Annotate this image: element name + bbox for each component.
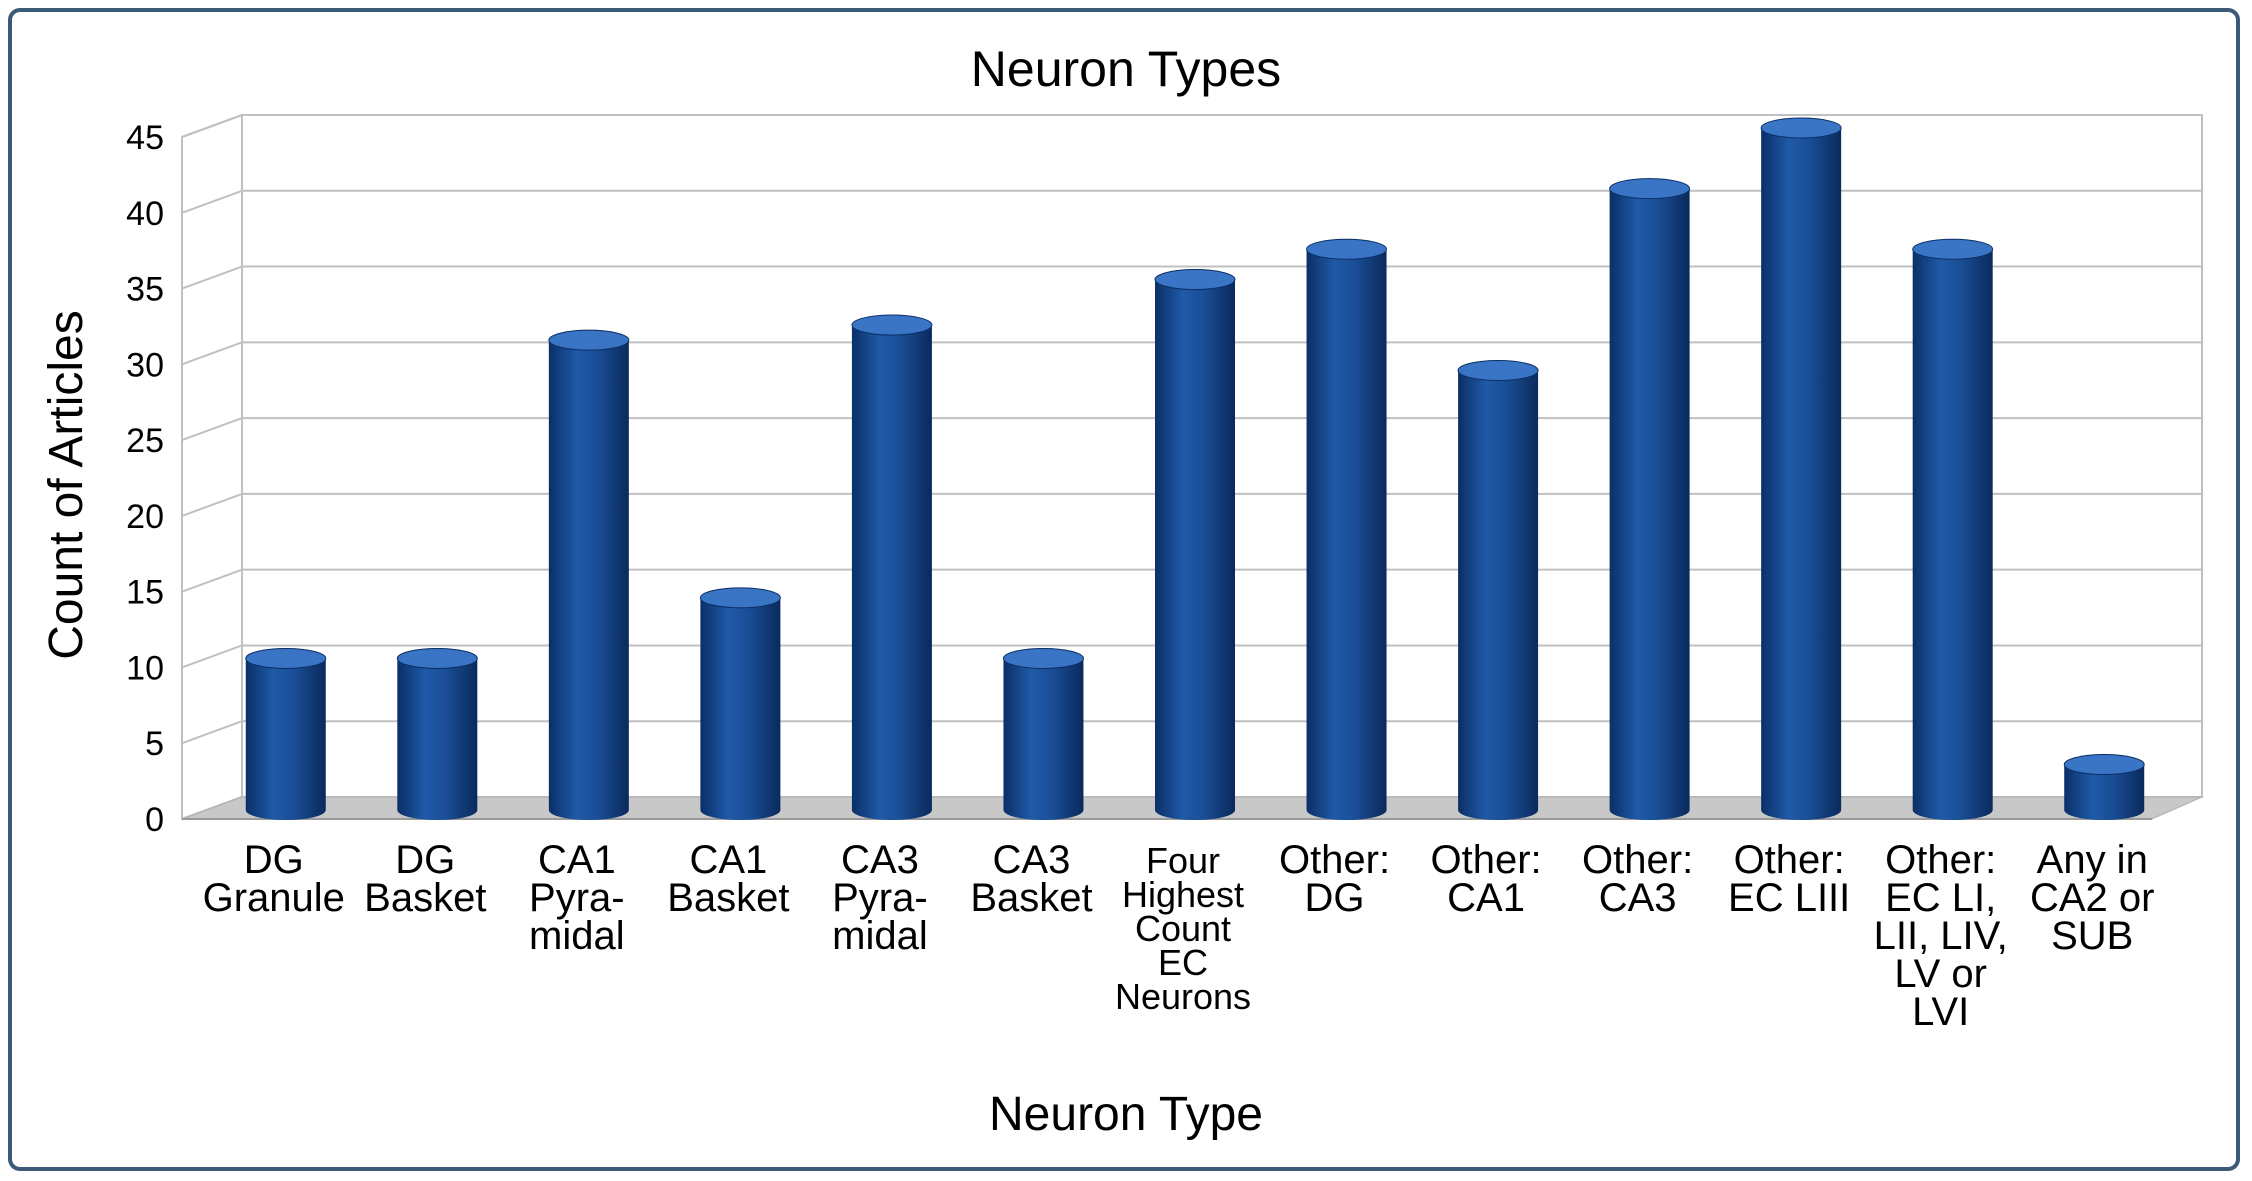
bar-top xyxy=(1154,269,1236,291)
bar-body xyxy=(397,658,478,820)
bar xyxy=(1002,647,1084,820)
y-tick-label: 40 xyxy=(126,195,164,233)
bar xyxy=(245,647,327,820)
y-tick-label: 15 xyxy=(126,574,164,612)
x-tick-label: Any in xyxy=(2037,838,2148,882)
x-tick-label: CA3 xyxy=(993,838,1071,882)
x-tick-label: DG xyxy=(244,838,304,882)
bar-top xyxy=(396,647,478,669)
side-wall xyxy=(181,113,243,821)
gridline-side xyxy=(181,341,243,366)
x-tick-label: DG xyxy=(1305,876,1365,920)
x-tick-label: LVI xyxy=(1912,990,1969,1034)
x-axis-label: Neuron Type xyxy=(989,1088,1263,1141)
bar xyxy=(1912,238,1994,820)
y-tick-label: 10 xyxy=(126,649,164,687)
x-tick-label: CA1 xyxy=(538,838,616,882)
bar-top xyxy=(1457,359,1539,381)
bar-top xyxy=(851,314,933,336)
x-tick-label: Count xyxy=(1135,908,1231,949)
bar xyxy=(1457,359,1539,820)
bar-body xyxy=(1912,249,1993,820)
x-tick-label: Other: xyxy=(1885,838,1996,882)
bar-top xyxy=(1912,238,1994,260)
x-tick-label: SUB xyxy=(2051,914,2133,958)
bar-body xyxy=(1003,658,1084,820)
bar xyxy=(396,647,478,820)
x-tick-label: Granule xyxy=(203,876,345,920)
x-tick-label: Pyra- xyxy=(529,876,625,920)
x-tick-label: CA1 xyxy=(689,838,767,882)
bar-body xyxy=(1155,279,1235,820)
x-tick-label: Pyra- xyxy=(832,876,928,920)
x-tick-label: Basket xyxy=(364,876,486,920)
x-tick-label: midal xyxy=(832,914,928,958)
chart-title: Neuron Types xyxy=(971,41,1281,97)
y-tick-label: 5 xyxy=(145,725,164,763)
gridline-side xyxy=(181,492,243,517)
gridline-side xyxy=(181,114,243,138)
x-tick-label: Other: xyxy=(1279,838,1390,882)
x-tick-label: CA1 xyxy=(1447,876,1525,920)
x-tick-label: Neurons xyxy=(1115,976,1251,1017)
bar-top xyxy=(1609,178,1691,200)
bar-body xyxy=(851,325,932,820)
bar xyxy=(548,329,630,820)
y-tick-label: 45 xyxy=(126,119,164,157)
bar-body xyxy=(1306,249,1387,820)
bar xyxy=(1306,238,1388,820)
x-tick-label: Other: xyxy=(1430,838,1541,882)
y-tick-label: 0 xyxy=(145,801,164,839)
x-tick-label: CA3 xyxy=(1599,876,1677,920)
gridline-side xyxy=(181,568,243,593)
x-tick-label: Four xyxy=(1146,840,1220,881)
x-tick-label: Basket xyxy=(667,876,789,920)
bar-top xyxy=(548,329,630,351)
plot-area: 051015202530354045DGGranuleDGBasketCA1Py… xyxy=(126,113,2203,1034)
gridline-side xyxy=(181,417,243,442)
y-tick-label: 20 xyxy=(126,498,164,536)
x-tick-label: EC LIII xyxy=(1728,876,1850,920)
bar-top xyxy=(2063,754,2145,776)
x-tick-label: LV or xyxy=(1894,952,1987,996)
bar-top xyxy=(1760,117,1842,139)
bar xyxy=(1609,178,1691,821)
bar-body xyxy=(548,340,629,820)
x-tick-label: CA3 xyxy=(841,838,919,882)
bar xyxy=(699,587,781,820)
x-tick-label: DG xyxy=(395,838,455,882)
bar xyxy=(1154,269,1236,820)
bar xyxy=(851,314,933,820)
x-tick-label: LII, LIV, xyxy=(1874,914,2008,958)
y-axis-label: Count of Articles xyxy=(40,310,93,660)
bar xyxy=(1760,117,1842,820)
gridline-side xyxy=(181,265,243,290)
x-tick-label: CA2 or xyxy=(2030,876,2155,920)
x-tick-label: Highest xyxy=(1122,874,1244,915)
bar-body xyxy=(245,658,326,820)
bar-top xyxy=(245,647,327,669)
y-tick-label: 30 xyxy=(126,346,164,384)
bar-body xyxy=(2064,764,2145,820)
bar-top xyxy=(1306,238,1388,260)
bar-body xyxy=(1458,370,1539,820)
bar-body xyxy=(1609,188,1690,821)
bar-top xyxy=(699,587,781,609)
gridline-side xyxy=(181,720,243,745)
x-tick-label: Other: xyxy=(1582,838,1693,882)
x-tick-label: Basket xyxy=(970,876,1092,920)
bar xyxy=(2063,754,2145,820)
x-tick-label: Other: xyxy=(1734,838,1845,882)
bar-body xyxy=(1761,128,1842,820)
y-tick-label: 35 xyxy=(126,271,164,309)
bar-top xyxy=(1002,647,1084,669)
x-tick-label: midal xyxy=(529,914,625,958)
y-tick-label: 25 xyxy=(126,422,164,460)
x-tick-label: EC LI, xyxy=(1885,876,1996,920)
gridline-side xyxy=(181,644,243,669)
bar-body xyxy=(700,597,781,820)
gridline-side xyxy=(181,189,243,214)
x-tick-label: EC xyxy=(1158,942,1208,983)
